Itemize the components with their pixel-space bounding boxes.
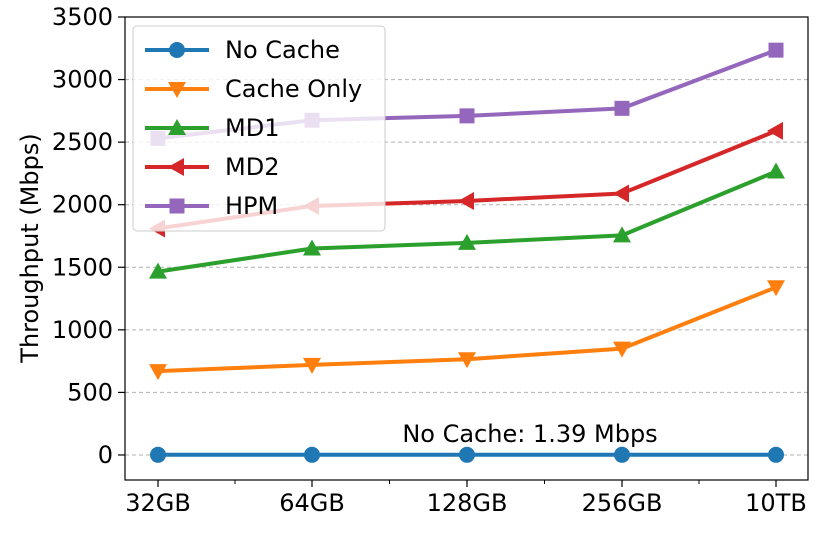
legend-box	[132, 25, 386, 232]
data-point-2-1	[303, 239, 321, 256]
no-cache-annotation: No Cache: 1.39 Mbps	[402, 420, 657, 448]
data-point-2-2	[458, 233, 476, 250]
legend-marker-2	[168, 119, 186, 135]
series-0	[150, 446, 784, 463]
data-point-4-2	[459, 108, 475, 124]
data-point-1-1	[303, 357, 321, 374]
data-point-4-4	[768, 42, 784, 58]
y-tick-label-4: 2000	[52, 191, 113, 219]
data-point-1-3	[613, 341, 631, 358]
y-tick-label-2: 1000	[52, 316, 113, 344]
data-point-3-3	[613, 184, 629, 203]
data-point-3-4	[767, 121, 783, 140]
data-point-3-2	[458, 191, 474, 210]
data-point-0-0	[150, 446, 166, 463]
y-tick-label-6: 3000	[52, 66, 113, 94]
data-point-0-2	[459, 446, 475, 463]
data-point-2-3	[613, 226, 631, 243]
data-point-0-3	[614, 446, 630, 463]
data-point-2-4	[767, 162, 785, 179]
data-point-1-2	[458, 352, 476, 369]
x-tick-label-2: 128GB	[427, 489, 508, 517]
legend-label-2: MD1	[225, 114, 279, 142]
legend-label-3: MD2	[225, 153, 279, 181]
data-point-0-4	[768, 446, 784, 463]
legend-marker-0	[169, 42, 185, 58]
x-tick-label-0: 32GB	[125, 489, 191, 517]
data-point-1-4	[767, 280, 785, 297]
y-tick-label-5: 2500	[52, 128, 113, 156]
y-tick-label-3: 1500	[52, 253, 113, 281]
y-axis-label: Throughput (Mbps)	[16, 133, 44, 363]
legend-label-1: Cache Only	[225, 75, 362, 103]
x-tick-label-1: 64GB	[279, 489, 345, 517]
plot-frame	[124, 16, 809, 481]
y-tick-label-7: 3500	[52, 3, 113, 31]
y-tick-label-1: 500	[67, 378, 113, 406]
x-tick-label-3: 256GB	[582, 489, 663, 517]
data-point-4-3	[614, 100, 630, 116]
data-point-2-0	[149, 262, 167, 279]
legend: No Cache Cache Only MD1 MD2 HPM	[132, 25, 386, 232]
axes: 0 500 1000 1500 2000 2500 3000 3500 32GB 64GB 128G…	[52, 3, 809, 517]
y-tick-label-0: 0	[98, 441, 113, 469]
data-point-0-1	[304, 446, 320, 463]
series-2	[149, 162, 785, 279]
legend-marker-4	[169, 198, 185, 214]
legend-marker-3	[168, 158, 184, 176]
legend-label-0: No Cache	[225, 36, 340, 64]
x-tick-label-4: 10TB	[745, 489, 807, 517]
legend-label-4: HPM	[225, 192, 278, 220]
series-1	[149, 280, 785, 381]
data-point-1-0	[149, 364, 167, 381]
legend-marker-1	[168, 82, 186, 98]
